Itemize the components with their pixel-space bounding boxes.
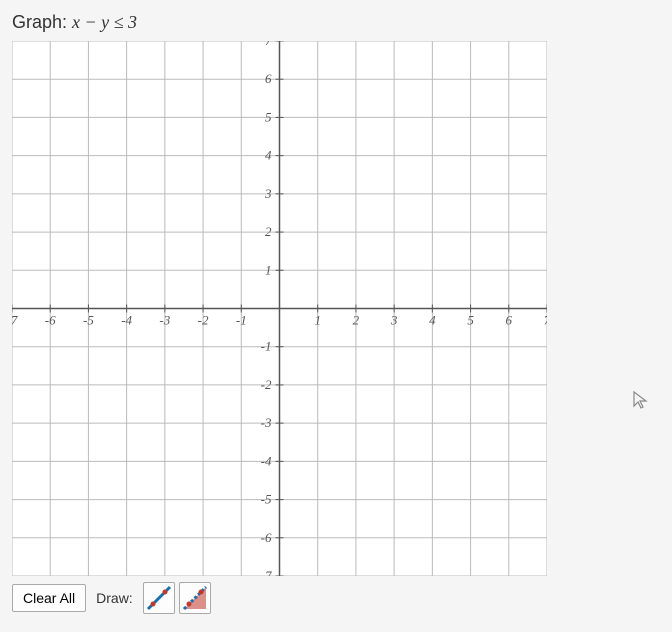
- svg-text:2: 2: [353, 313, 360, 328]
- line-tool-button[interactable]: [143, 582, 175, 614]
- svg-text:-4: -4: [121, 313, 132, 328]
- svg-text:6: 6: [506, 313, 513, 328]
- svg-text:-1: -1: [236, 313, 247, 328]
- drawing-toolbar: Clear All Draw:: [12, 582, 660, 614]
- svg-text:-1: -1: [261, 339, 272, 354]
- problem-title: Graph: x − y ≤ 3: [12, 12, 660, 33]
- svg-text:4: 4: [429, 313, 436, 328]
- svg-text:7: 7: [265, 41, 272, 48]
- svg-text:-2: -2: [261, 377, 272, 392]
- region-tool-icon: [181, 584, 209, 612]
- inequality-expression: x − y ≤ 3: [72, 12, 137, 32]
- svg-text:-6: -6: [45, 313, 56, 328]
- svg-text:6: 6: [265, 71, 272, 86]
- svg-text:1: 1: [265, 262, 272, 277]
- draw-label: Draw:: [90, 585, 139, 611]
- svg-text:-2: -2: [198, 313, 209, 328]
- svg-text:-6: -6: [261, 530, 272, 545]
- svg-text:-7: -7: [12, 313, 18, 328]
- svg-text:-4: -4: [261, 453, 272, 468]
- svg-text:4: 4: [265, 148, 272, 163]
- graph-canvas[interactable]: -7 -6 -5 -4 -3 -2 -1 1 2 3 4 5 6 7 -7 -6 -5 -4 -3 -2 -1 1 2 3 4 5…: [12, 41, 547, 576]
- region-tool-button[interactable]: [179, 582, 211, 614]
- line-tool-icon: [145, 584, 173, 612]
- svg-text:5: 5: [467, 313, 474, 328]
- svg-text:-3: -3: [159, 313, 170, 328]
- svg-text:1: 1: [314, 313, 321, 328]
- graph-app: Graph: x − y ≤ 3 -7-6-5-4-3-2-11234567-7…: [12, 12, 660, 614]
- svg-text:-5: -5: [83, 313, 94, 328]
- clear-all-button[interactable]: Clear All: [12, 584, 86, 612]
- svg-text:3: 3: [390, 313, 398, 328]
- svg-text:7: 7: [544, 313, 547, 328]
- coordinate-graph[interactable]: -7 -6 -5 -4 -3 -2 -1 1 2 3 4 5 6 7 -7 -6 -5 -4 -3 -2 -1 1 2 3 4 5…: [12, 41, 547, 576]
- svg-text:-5: -5: [261, 492, 272, 507]
- svg-text:2: 2: [265, 224, 272, 239]
- svg-text:-3: -3: [261, 415, 272, 430]
- svg-text:-7: -7: [261, 568, 272, 576]
- svg-text:5: 5: [265, 109, 272, 124]
- svg-text:3: 3: [264, 186, 272, 201]
- title-prefix: Graph:: [12, 12, 72, 32]
